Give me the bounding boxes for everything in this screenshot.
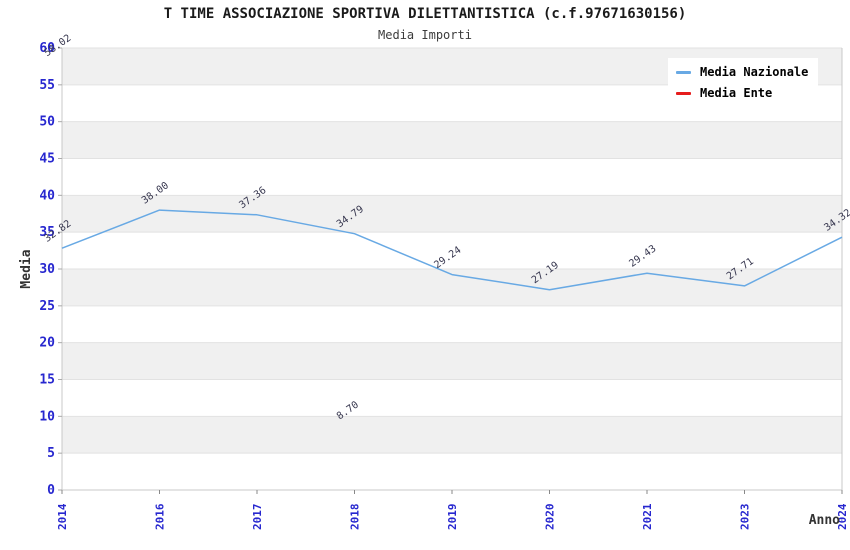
x-tick-label: 2021 (641, 503, 654, 530)
legend-swatch-ente-icon (676, 92, 691, 96)
y-tick-label: 55 (39, 78, 55, 93)
y-tick-label: 15 (39, 373, 55, 388)
y-tick-label: 0 (47, 483, 55, 498)
y-tick-label: 10 (39, 409, 55, 424)
chart-title: T TIME ASSOCIAZIONE SPORTIVA DILETTANTIS… (163, 6, 687, 22)
series-line (61, 209, 843, 291)
band (62, 121, 842, 159)
x-tick-label: 2019 (446, 504, 459, 531)
y-tick-label: 35 (39, 225, 55, 240)
legend-item-media-nazionale: Media Nazionale (676, 65, 809, 79)
y-tick-label: 20 (39, 336, 55, 351)
band (62, 195, 842, 233)
y-tick-label: 5 (47, 446, 55, 461)
band (62, 416, 842, 454)
x-tick-label: 2018 (349, 504, 362, 531)
legend-item-media-ente: Media Ente (676, 86, 808, 101)
x-tick-label: 2017 (251, 504, 264, 531)
gridlines (62, 47, 842, 491)
legend-swatch-nazionale-icon (676, 71, 691, 75)
x-tick-label: 2014 (56, 503, 69, 530)
y-tick-label: 60 (39, 41, 55, 56)
band (62, 305, 842, 343)
x-tick-label: 2024 (836, 503, 849, 530)
tick-marks: 0 5 10 15 20 25 30 35 40 45 50 55 60 2014 2016 2017 2018… (39, 41, 849, 530)
band (62, 379, 842, 417)
band (62, 232, 842, 269)
band (62, 453, 842, 490)
legend-label-ente: Media Ente (700, 86, 773, 101)
band (62, 158, 842, 196)
chart-subtitle: Media Importi (378, 28, 472, 42)
y-tick-label: 40 (39, 188, 55, 203)
legend: Media Nazionale Media Ente (668, 58, 819, 109)
y-axis-title: Media (19, 249, 34, 288)
band (62, 342, 842, 380)
y-tick-label: 30 (39, 262, 55, 277)
y-tick-label: 50 (39, 115, 55, 130)
y-tick-label: 45 (39, 152, 55, 167)
legend-label-nazionale: Media Nazionale (700, 65, 809, 79)
x-axis-title: Anno (809, 513, 840, 528)
y-tick-label: 25 (39, 299, 55, 314)
x-tick-label: 2020 (544, 504, 557, 531)
x-tick-label: 2016 (154, 503, 167, 530)
x-tick-label: 2023 (739, 504, 752, 531)
